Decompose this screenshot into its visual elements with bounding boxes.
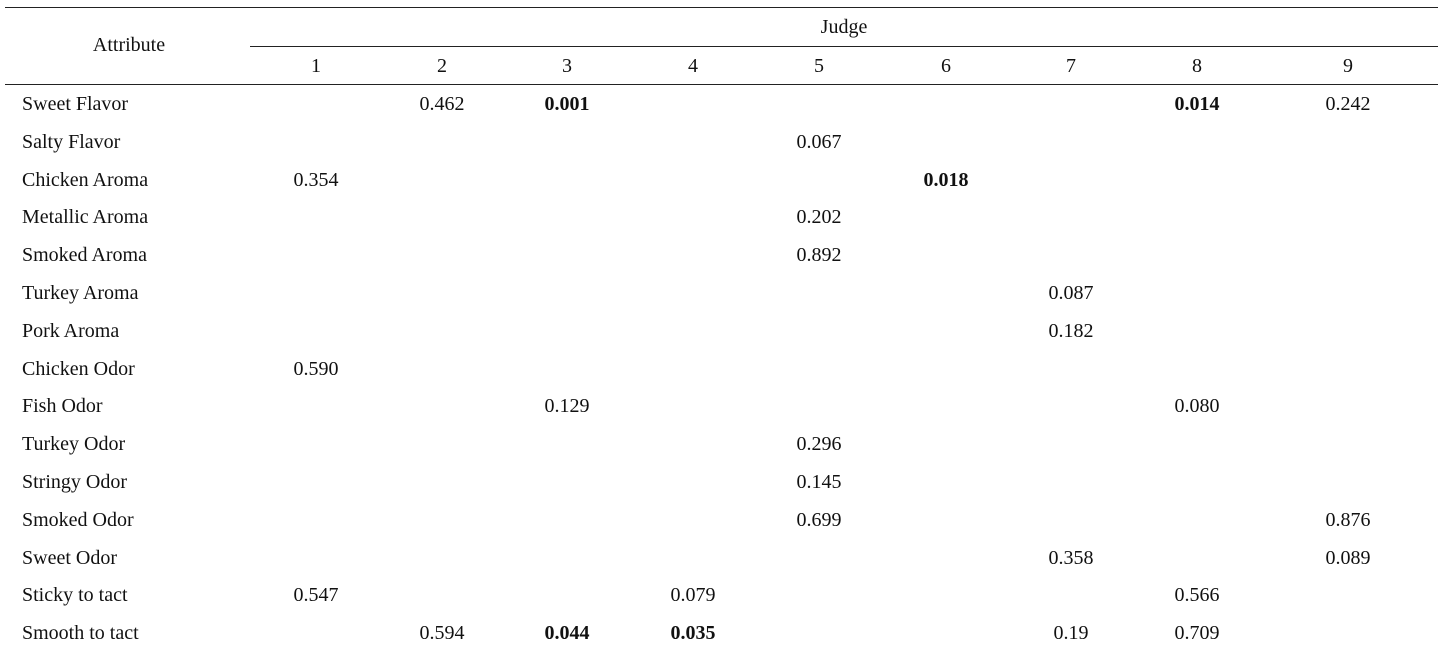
- top-rule: [5, 7, 1438, 8]
- p-value: 0.876: [1325, 508, 1371, 531]
- attribute-label: Pork Aroma: [22, 319, 120, 342]
- attribute-label: Smoked Odor: [22, 508, 134, 531]
- p-value: 0.462: [419, 93, 465, 115]
- p-value: 0.044: [544, 622, 590, 645]
- judge-number: 5: [814, 55, 824, 77]
- p-value: 0.547: [293, 584, 339, 607]
- p-value: 0.018: [923, 168, 969, 191]
- judge-header: Judge: [820, 16, 868, 38]
- attribute-label: Sweet Flavor: [22, 93, 129, 115]
- p-value: 0.202: [796, 206, 842, 229]
- attribute-label: Turkey Odor: [22, 433, 126, 456]
- attribute-label: Chicken Odor: [22, 357, 135, 380]
- attribute-label: Metallic Aroma: [22, 206, 149, 229]
- p-value: 0.358: [1048, 546, 1094, 569]
- p-value: 0.594: [419, 622, 465, 645]
- p-value: 0.067: [796, 130, 842, 153]
- p-value: 0.129: [544, 395, 590, 418]
- judge-number: 8: [1192, 55, 1202, 77]
- p-value: 0.892: [796, 244, 842, 267]
- attribute-label: Fish Odor: [22, 395, 103, 418]
- group-rule: [250, 46, 1438, 47]
- p-value: 0.145: [796, 471, 842, 493]
- attribute-label: Stringy Odor: [22, 471, 127, 493]
- p-value: 0.079: [670, 584, 716, 607]
- attribute-label: Turkey Aroma: [22, 282, 139, 304]
- header-rule: [5, 84, 1438, 85]
- p-value: 0.182: [1048, 319, 1094, 342]
- p-value: 0.242: [1325, 93, 1371, 115]
- p-value: 0.087: [1048, 282, 1094, 304]
- attribute-label: Sticky to tact: [22, 584, 128, 607]
- p-value: 0.080: [1174, 395, 1220, 418]
- judge-number: 7: [1066, 55, 1076, 77]
- attribute-header: Attribute: [92, 34, 166, 56]
- p-value: 0.19: [1053, 622, 1089, 645]
- p-value: 0.590: [293, 357, 339, 380]
- judge-number: 9: [1343, 55, 1353, 77]
- judge-number: 2: [437, 55, 447, 77]
- p-value: 0.035: [670, 622, 716, 645]
- p-value: 0.709: [1174, 622, 1220, 645]
- attribute-label: Smooth to tact: [22, 622, 139, 645]
- p-value: 0.699: [796, 508, 842, 531]
- judge-number: 3: [562, 55, 572, 77]
- p-value: 0.089: [1325, 546, 1371, 569]
- p-value: 0.566: [1174, 584, 1220, 607]
- p-value: 0.296: [796, 433, 842, 456]
- judge-number: 4: [688, 55, 698, 77]
- attribute-label: Sweet Odor: [22, 546, 117, 569]
- judge-number: 6: [941, 55, 951, 77]
- p-value: 0.001: [544, 93, 590, 115]
- p-value: 0.354: [293, 168, 339, 191]
- p-value: 0.014: [1174, 93, 1220, 115]
- attribute-label: Salty Flavor: [22, 130, 121, 153]
- attribute-label: Smoked Aroma: [22, 244, 147, 267]
- judge-number: 1: [311, 55, 321, 77]
- attribute-label: Chicken Aroma: [22, 168, 149, 191]
